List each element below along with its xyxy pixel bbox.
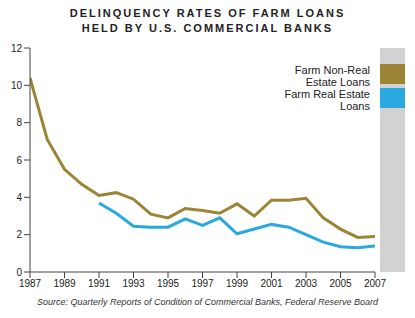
- svg-text:1991: 1991: [88, 278, 111, 289]
- svg-text:2: 2: [16, 229, 22, 240]
- svg-text:2005: 2005: [329, 278, 352, 289]
- svg-text:1987: 1987: [19, 278, 42, 289]
- svg-text:1993: 1993: [122, 278, 145, 289]
- svg-text:1999: 1999: [226, 278, 249, 289]
- svg-text:1989: 1989: [53, 278, 76, 289]
- svg-text:4: 4: [16, 192, 22, 203]
- svg-text:2003: 2003: [295, 278, 318, 289]
- svg-text:2007: 2007: [364, 278, 387, 289]
- html-text:Farm Real Estate Loans: Farm Real Estate Loans: [284, 88, 370, 112]
- html-text:Farm Non-Real Estate Loans: Farm Non-Real Estate Loans: [294, 64, 370, 88]
- svg-text:8: 8: [16, 117, 22, 128]
- html-text:Source: Quarterly Reports of C: Source: Quarterly Reports of Condition o…: [36, 297, 379, 307]
- svg-text:12: 12: [11, 43, 23, 54]
- svg-text:2001: 2001: [260, 278, 283, 289]
- svg-text:6: 6: [16, 155, 22, 166]
- html-text:DELINQUENCY RATES OF FARM LOAN: DELINQUENCY RATES OF FARM LOANS HELD BY …: [69, 7, 346, 34]
- svg-text:1997: 1997: [191, 278, 214, 289]
- svg-text:0: 0: [16, 267, 22, 278]
- svg-text:10: 10: [11, 80, 23, 91]
- svg-text:1995: 1995: [157, 278, 180, 289]
